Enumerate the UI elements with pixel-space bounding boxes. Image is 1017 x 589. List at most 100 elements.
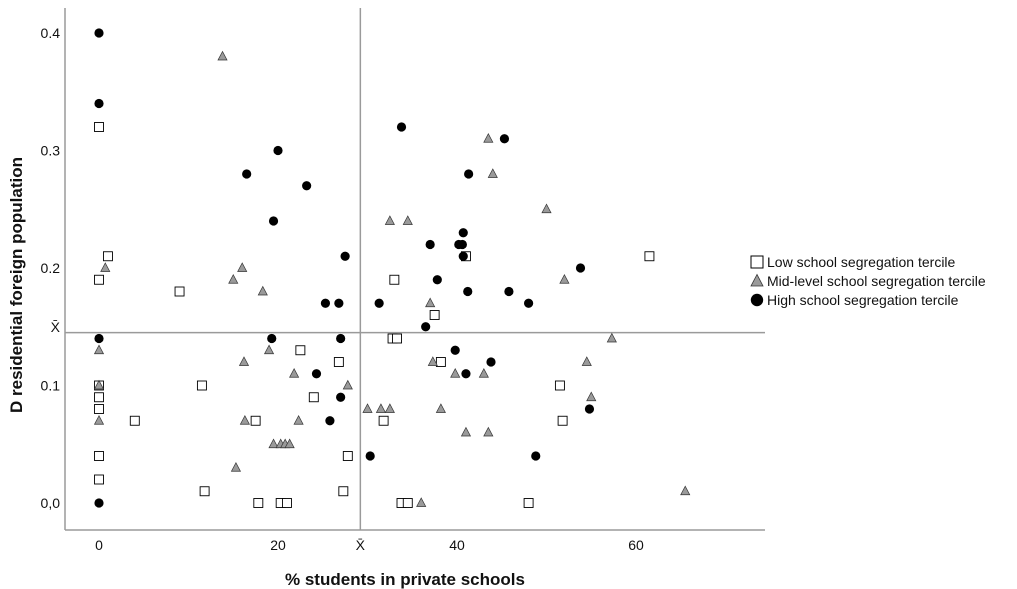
data-point [336, 392, 346, 402]
data-point [450, 368, 461, 378]
data-point [238, 356, 250, 366]
data-point [378, 415, 389, 426]
data-point [531, 451, 541, 461]
data-point [257, 285, 268, 296]
data-point [483, 426, 494, 437]
data-point [302, 181, 312, 191]
data-point [334, 298, 344, 308]
data-point [389, 274, 400, 285]
data-point [325, 416, 335, 426]
y-axis-title: D residential foreign population [7, 157, 26, 413]
data-point [586, 391, 597, 402]
data-point [557, 415, 568, 426]
data-point [464, 169, 474, 179]
data-point [94, 98, 104, 109]
data-point [273, 145, 283, 156]
series-2 [93, 50, 691, 507]
data-point [242, 169, 252, 179]
data-point [478, 368, 489, 378]
data-point [228, 274, 239, 284]
data-point [584, 404, 595, 414]
axes [64, 8, 765, 531]
y-tick-label: 0,0 [41, 495, 61, 511]
data-point [392, 333, 402, 344]
data-point [94, 122, 104, 132]
data-point [94, 28, 104, 38]
data-point [450, 345, 460, 355]
data-point [199, 486, 210, 497]
data-point [402, 498, 413, 508]
data-point [362, 403, 373, 413]
data-point [541, 203, 552, 214]
data-point [581, 356, 592, 366]
data-point [402, 215, 413, 225]
data-point [94, 333, 104, 344]
data-point [523, 498, 534, 508]
data-point [342, 451, 353, 461]
data-point [340, 251, 350, 261]
data-point [93, 415, 105, 425]
data-point [263, 344, 275, 355]
legend: Low school segregation tercile Mid-level … [750, 254, 986, 308]
data-point [295, 345, 306, 356]
x-tick-label: X̄ [356, 537, 366, 553]
data-point [374, 298, 384, 308]
data-point [282, 498, 292, 508]
data-point [435, 357, 446, 367]
x-axis-title: % students in private schools [285, 570, 525, 589]
data-point [524, 298, 534, 308]
data-points [93, 28, 691, 508]
legend-label: Low school segregation tercile [767, 254, 956, 270]
x-axis-ticks: 0 20 X̄ 40 60 [95, 537, 644, 553]
data-point [499, 134, 510, 144]
series-1 [94, 122, 655, 508]
data-point [338, 486, 349, 497]
data-point [375, 403, 387, 413]
x-tick-label: 0 [95, 537, 103, 553]
data-point [606, 332, 617, 343]
data-point [487, 168, 498, 178]
x-tick-label: 20 [270, 537, 286, 553]
data-point [396, 122, 407, 132]
data-point [429, 310, 440, 320]
data-point [504, 286, 514, 297]
data-point [268, 216, 279, 226]
legend-marker-high [750, 293, 764, 307]
data-point [267, 333, 277, 344]
data-point [416, 497, 427, 507]
data-point [320, 298, 331, 308]
data-point [460, 426, 472, 437]
data-point [308, 392, 319, 403]
data-point [100, 262, 111, 272]
data-point [268, 438, 279, 449]
data-point [230, 462, 242, 472]
data-point [458, 251, 468, 261]
data-point [250, 415, 261, 426]
data-point [554, 380, 565, 391]
data-point [311, 369, 322, 379]
data-point [253, 498, 264, 508]
data-point [94, 451, 104, 461]
data-point [94, 274, 104, 285]
data-point [196, 380, 207, 391]
y-tick-label: 0.1 [41, 378, 61, 394]
data-point [461, 369, 471, 379]
data-point [333, 357, 344, 367]
data-point [432, 275, 442, 285]
data-point [237, 262, 248, 272]
legend-label: High school segregation tercile [767, 292, 959, 308]
data-point [94, 498, 104, 508]
data-point [239, 415, 250, 425]
legend-label: Mid-level school segregation tercile [767, 273, 986, 289]
data-point [680, 485, 691, 496]
data-point [457, 239, 467, 250]
data-point [94, 474, 104, 485]
legend-marker-mid [750, 273, 764, 287]
series-3 [94, 28, 595, 508]
data-point [384, 215, 395, 225]
y-tick-label: 0.3 [41, 143, 61, 159]
data-point [174, 286, 185, 297]
y-tick-label: X̄ [51, 319, 61, 335]
data-point [486, 357, 496, 367]
